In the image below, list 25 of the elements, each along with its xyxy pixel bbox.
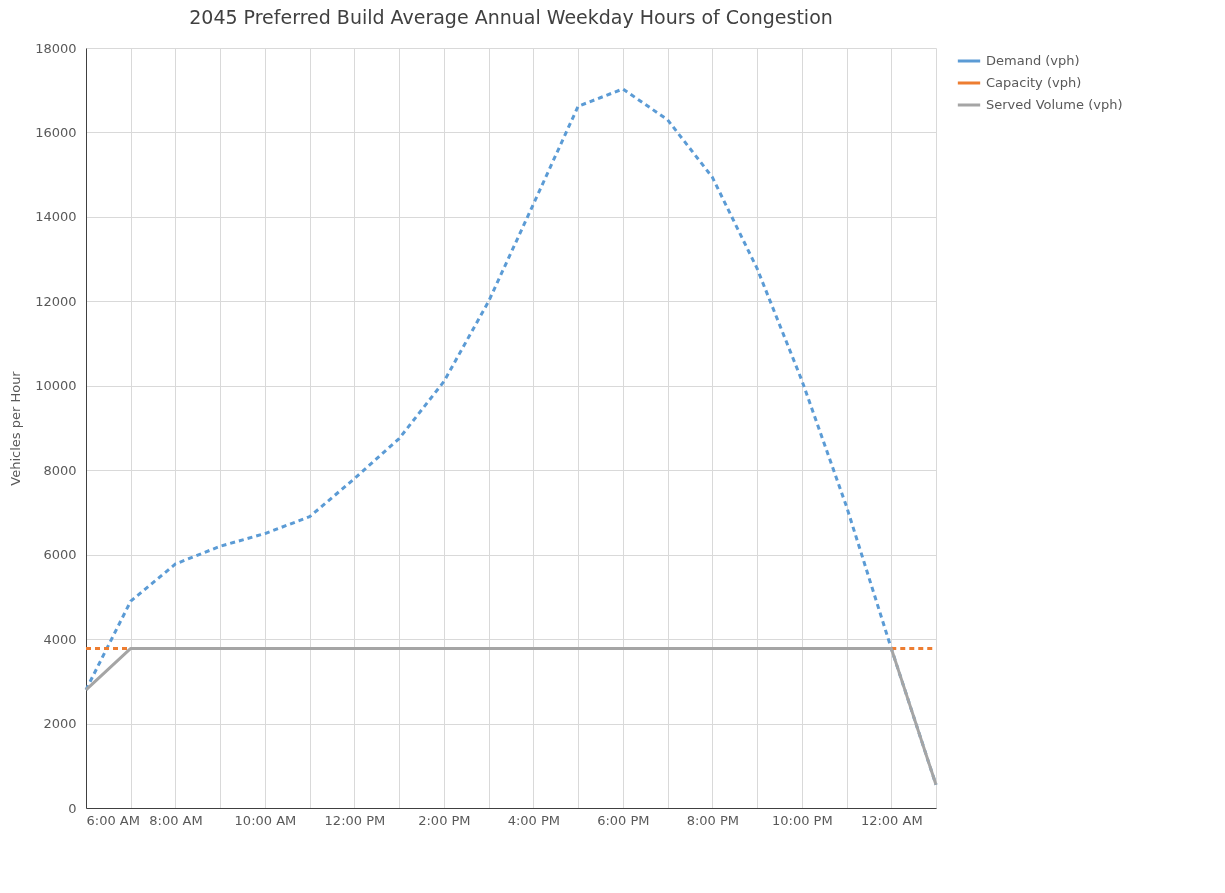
chart-title: 2045 Preferred Build Average Annual Weekday Hours of Congestion: [189, 6, 833, 28]
x-tick-label: 12:00 PM: [324, 812, 386, 828]
y-tick-label: 4000: [43, 631, 77, 647]
y-tick-label: 8000: [43, 462, 77, 478]
x-tick-label: 8:00 AM: [149, 812, 203, 828]
x-tick-label: 6:00 AM: [86, 812, 140, 828]
y-tick-label: 16000: [35, 124, 77, 140]
y-tick-label: 0: [68, 800, 77, 816]
x-tick-label: 2:00 PM: [418, 812, 471, 828]
y-tick-label: 14000: [35, 209, 77, 225]
legend-label: Capacity (vph): [986, 75, 1082, 90]
y-tick-label: 6000: [43, 547, 77, 563]
x-tick-label: 6:00 PM: [597, 812, 650, 828]
x-tick-label: 12:00 AM: [860, 812, 923, 828]
legend-label: Served Volume (vph): [986, 97, 1123, 112]
x-tick-label: 4:00 PM: [507, 812, 561, 828]
x-tick-label: 10:00 PM: [771, 812, 833, 828]
legend-label: Demand (vph): [986, 53, 1080, 68]
y-tick-label: 12000: [35, 293, 77, 309]
y-tick-label: 10000: [35, 378, 77, 394]
x-tick-label: 10:00 AM: [234, 812, 297, 828]
y-tick-label: 2000: [43, 716, 77, 732]
y-tick-label: 18000: [35, 40, 77, 56]
y-axis-title: Vehicles per Hour: [8, 370, 24, 486]
x-tick-label: 8:00 PM: [686, 812, 740, 828]
